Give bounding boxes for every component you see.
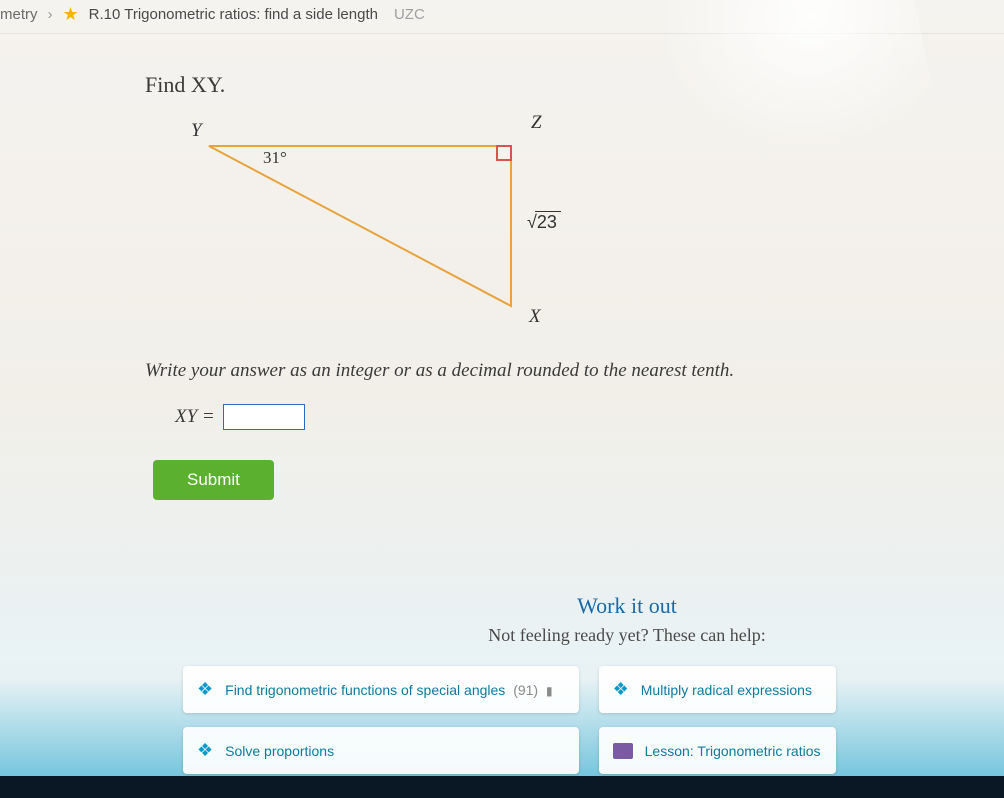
help-card-solve-proportions[interactable]: ❖ Solve proportions [183,727,579,774]
radicand: 23 [535,211,561,232]
breadcrumb-title[interactable]: R.10 Trigonometric ratios: find a side l… [89,6,378,23]
help-card-lesson-trig-ratios[interactable]: Lesson: Trigonometric ratios [599,727,836,774]
breadcrumb: metry › ★ R.10 Trigonometric ratios: fin… [0,0,1004,34]
vertex-label-z: Z [531,112,542,134]
triangle-svg [201,138,531,318]
lesson-icon [613,743,633,759]
star-icon[interactable]: ★ [63,4,79,25]
help-card-trig-special-angles[interactable]: ❖ Find trigonometric functions of specia… [183,666,579,713]
help-card-label: Find trigonometric functions of special … [225,682,505,698]
answer-instruction: Write your answer as an integer or as a … [145,360,1004,382]
diamond-icon: ❖ [613,679,629,700]
help-cards-grid: ❖ Find trigonometric functions of specia… [18,666,986,774]
problem-prompt: Find XY. [145,72,1004,98]
bottom-bar [0,776,1004,798]
skill-code: UZC [394,6,425,23]
help-card-multiply-radicals[interactable]: ❖ Multiply radical expressions [599,666,836,713]
help-card-count: (91) [513,682,538,698]
answer-input[interactable] [223,404,305,430]
submit-button[interactable]: Submit [153,460,274,500]
workout-title: Work it out [268,593,986,619]
problem-area: Find XY. Y Z X 31° √23 Write your answer… [0,34,1004,500]
help-card-label: Solve proportions [225,743,334,759]
workout-heading: Work it out Not feeling ready yet? These… [268,593,986,646]
help-card-label: Lesson: Trigonometric ratios [645,743,821,759]
breadcrumb-subject[interactable]: metry [0,6,38,23]
answer-variable-label: XY = [175,406,215,428]
workout-subtitle: Not feeling ready yet? These can help: [268,625,986,646]
side-length-label: √23 [527,212,561,233]
work-it-out-section: Work it out Not feeling ready yet? These… [0,593,1004,774]
triangle-diagram: Y Z X 31° √23 [173,120,603,330]
bookmark-icon: ▮ [546,684,553,698]
diamond-icon: ❖ [197,679,213,700]
help-card-label: Multiply radical expressions [641,682,812,698]
answer-row: XY = [175,404,1004,430]
angle-label: 31° [263,148,287,168]
vertex-label-y: Y [191,120,202,142]
chevron-right-icon: › [48,6,53,23]
diamond-icon: ❖ [197,740,213,761]
vertex-label-x: X [529,306,541,328]
